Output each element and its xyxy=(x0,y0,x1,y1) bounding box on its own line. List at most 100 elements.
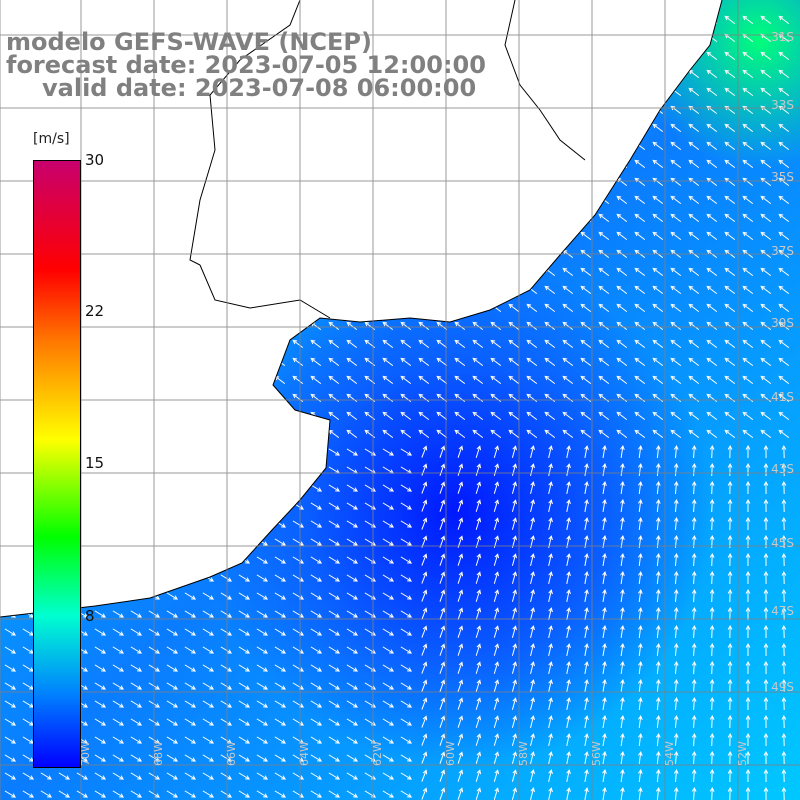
wind-arrow xyxy=(292,466,305,474)
wind-arrow xyxy=(184,502,197,510)
wind-arrow xyxy=(655,786,661,800)
wind-arrow xyxy=(400,448,413,456)
wind-arrow xyxy=(274,195,286,204)
wind-arrow xyxy=(475,733,482,746)
wind-arrow xyxy=(436,141,448,150)
wind-arrow xyxy=(346,123,358,132)
wind-arrow xyxy=(436,15,448,24)
wind-arrow xyxy=(418,177,430,186)
wind-arrow xyxy=(742,411,754,420)
wind-arrow xyxy=(238,357,250,366)
wind-arrow xyxy=(457,625,464,638)
wind-arrow xyxy=(421,661,428,674)
wind-arrow xyxy=(781,732,787,747)
wind-arrow xyxy=(638,661,643,675)
wind-arrow xyxy=(760,87,772,96)
wind-arrow xyxy=(130,556,143,564)
wind-arrow xyxy=(652,375,664,384)
wind-arrow xyxy=(238,772,251,780)
wind-arrow xyxy=(166,520,179,528)
wind-arrow xyxy=(634,159,646,168)
wind-arrow xyxy=(778,69,790,78)
wind-arrow xyxy=(638,463,643,477)
wind-arrow xyxy=(346,736,359,744)
wind-arrow xyxy=(706,321,718,330)
wind-arrow xyxy=(292,231,304,240)
wind-arrow xyxy=(472,159,484,168)
wind-arrow xyxy=(634,303,646,312)
wind-arrow xyxy=(548,517,553,530)
wind-arrow xyxy=(763,714,769,729)
wind-arrow xyxy=(220,538,233,546)
wind-arrow xyxy=(781,768,787,783)
wind-arrow xyxy=(382,177,394,186)
wind-arrow xyxy=(220,393,232,402)
wind-arrow xyxy=(328,141,340,150)
wind-arrow xyxy=(580,375,592,384)
wind-arrow xyxy=(475,715,482,728)
wind-arrow xyxy=(94,357,106,366)
wind-arrow xyxy=(4,177,16,186)
wind-arrow xyxy=(220,610,233,618)
wind-arrow xyxy=(439,715,446,728)
wind-arrow xyxy=(292,213,304,222)
wind-arrow xyxy=(94,574,107,582)
wind-arrow xyxy=(673,552,679,567)
wind-arrow xyxy=(382,664,395,672)
wind-arrow xyxy=(4,664,17,672)
wind-arrow xyxy=(130,538,143,546)
wind-arrow xyxy=(638,715,643,729)
wind-arrow xyxy=(238,628,251,636)
wind-arrow xyxy=(602,499,607,512)
wind-arrow xyxy=(4,231,16,240)
wind-arrow xyxy=(706,231,718,240)
wind-arrow xyxy=(691,660,697,675)
wind-arrow xyxy=(781,714,787,729)
wind-arrow xyxy=(530,607,535,620)
wind-arrow xyxy=(22,213,34,222)
wind-arrow xyxy=(112,267,124,276)
wind-arrow xyxy=(490,357,502,366)
wind-arrow xyxy=(130,700,143,708)
wind-arrow xyxy=(310,213,322,222)
wind-arrow xyxy=(94,231,106,240)
wind-arrow xyxy=(727,660,733,675)
wind-arrow xyxy=(130,285,142,294)
wind-arrow xyxy=(184,466,197,474)
wind-arrow xyxy=(130,339,142,348)
wind-arrow xyxy=(202,15,214,24)
wind-arrow xyxy=(763,660,769,675)
wind-arrow xyxy=(493,589,500,602)
wind-arrow xyxy=(548,553,553,566)
wind-arrow xyxy=(292,105,304,114)
wind-arrow xyxy=(511,571,517,584)
wind-arrow xyxy=(184,429,196,438)
wind-arrow xyxy=(94,646,107,654)
wind-arrow xyxy=(778,213,790,222)
wind-arrow xyxy=(310,339,322,348)
wind-arrow xyxy=(328,772,341,780)
wind-arrow xyxy=(292,375,304,384)
wind-arrow xyxy=(382,303,394,312)
wind-arrow xyxy=(472,285,484,294)
wind-arrow xyxy=(400,267,412,276)
wind-arrow xyxy=(382,754,395,762)
wind-arrow xyxy=(655,624,661,639)
wind-arrow xyxy=(727,786,733,800)
wind-arrow xyxy=(202,646,215,654)
wind-arrow xyxy=(778,123,790,132)
wind-arrow xyxy=(184,790,197,798)
wind-arrow xyxy=(548,607,553,620)
wind-arrow xyxy=(130,718,143,726)
wind-arrow xyxy=(727,552,733,567)
wind-arrow xyxy=(130,321,142,330)
wind-arrow xyxy=(508,105,520,114)
wind-arrow xyxy=(274,610,287,618)
wind-arrow xyxy=(94,682,107,690)
wind-arrow xyxy=(400,682,413,690)
wind-arrow xyxy=(94,105,106,114)
wind-arrow xyxy=(166,700,179,708)
wind-arrow xyxy=(620,661,625,675)
wind-arrow xyxy=(706,303,718,312)
wind-arrow xyxy=(310,123,322,132)
